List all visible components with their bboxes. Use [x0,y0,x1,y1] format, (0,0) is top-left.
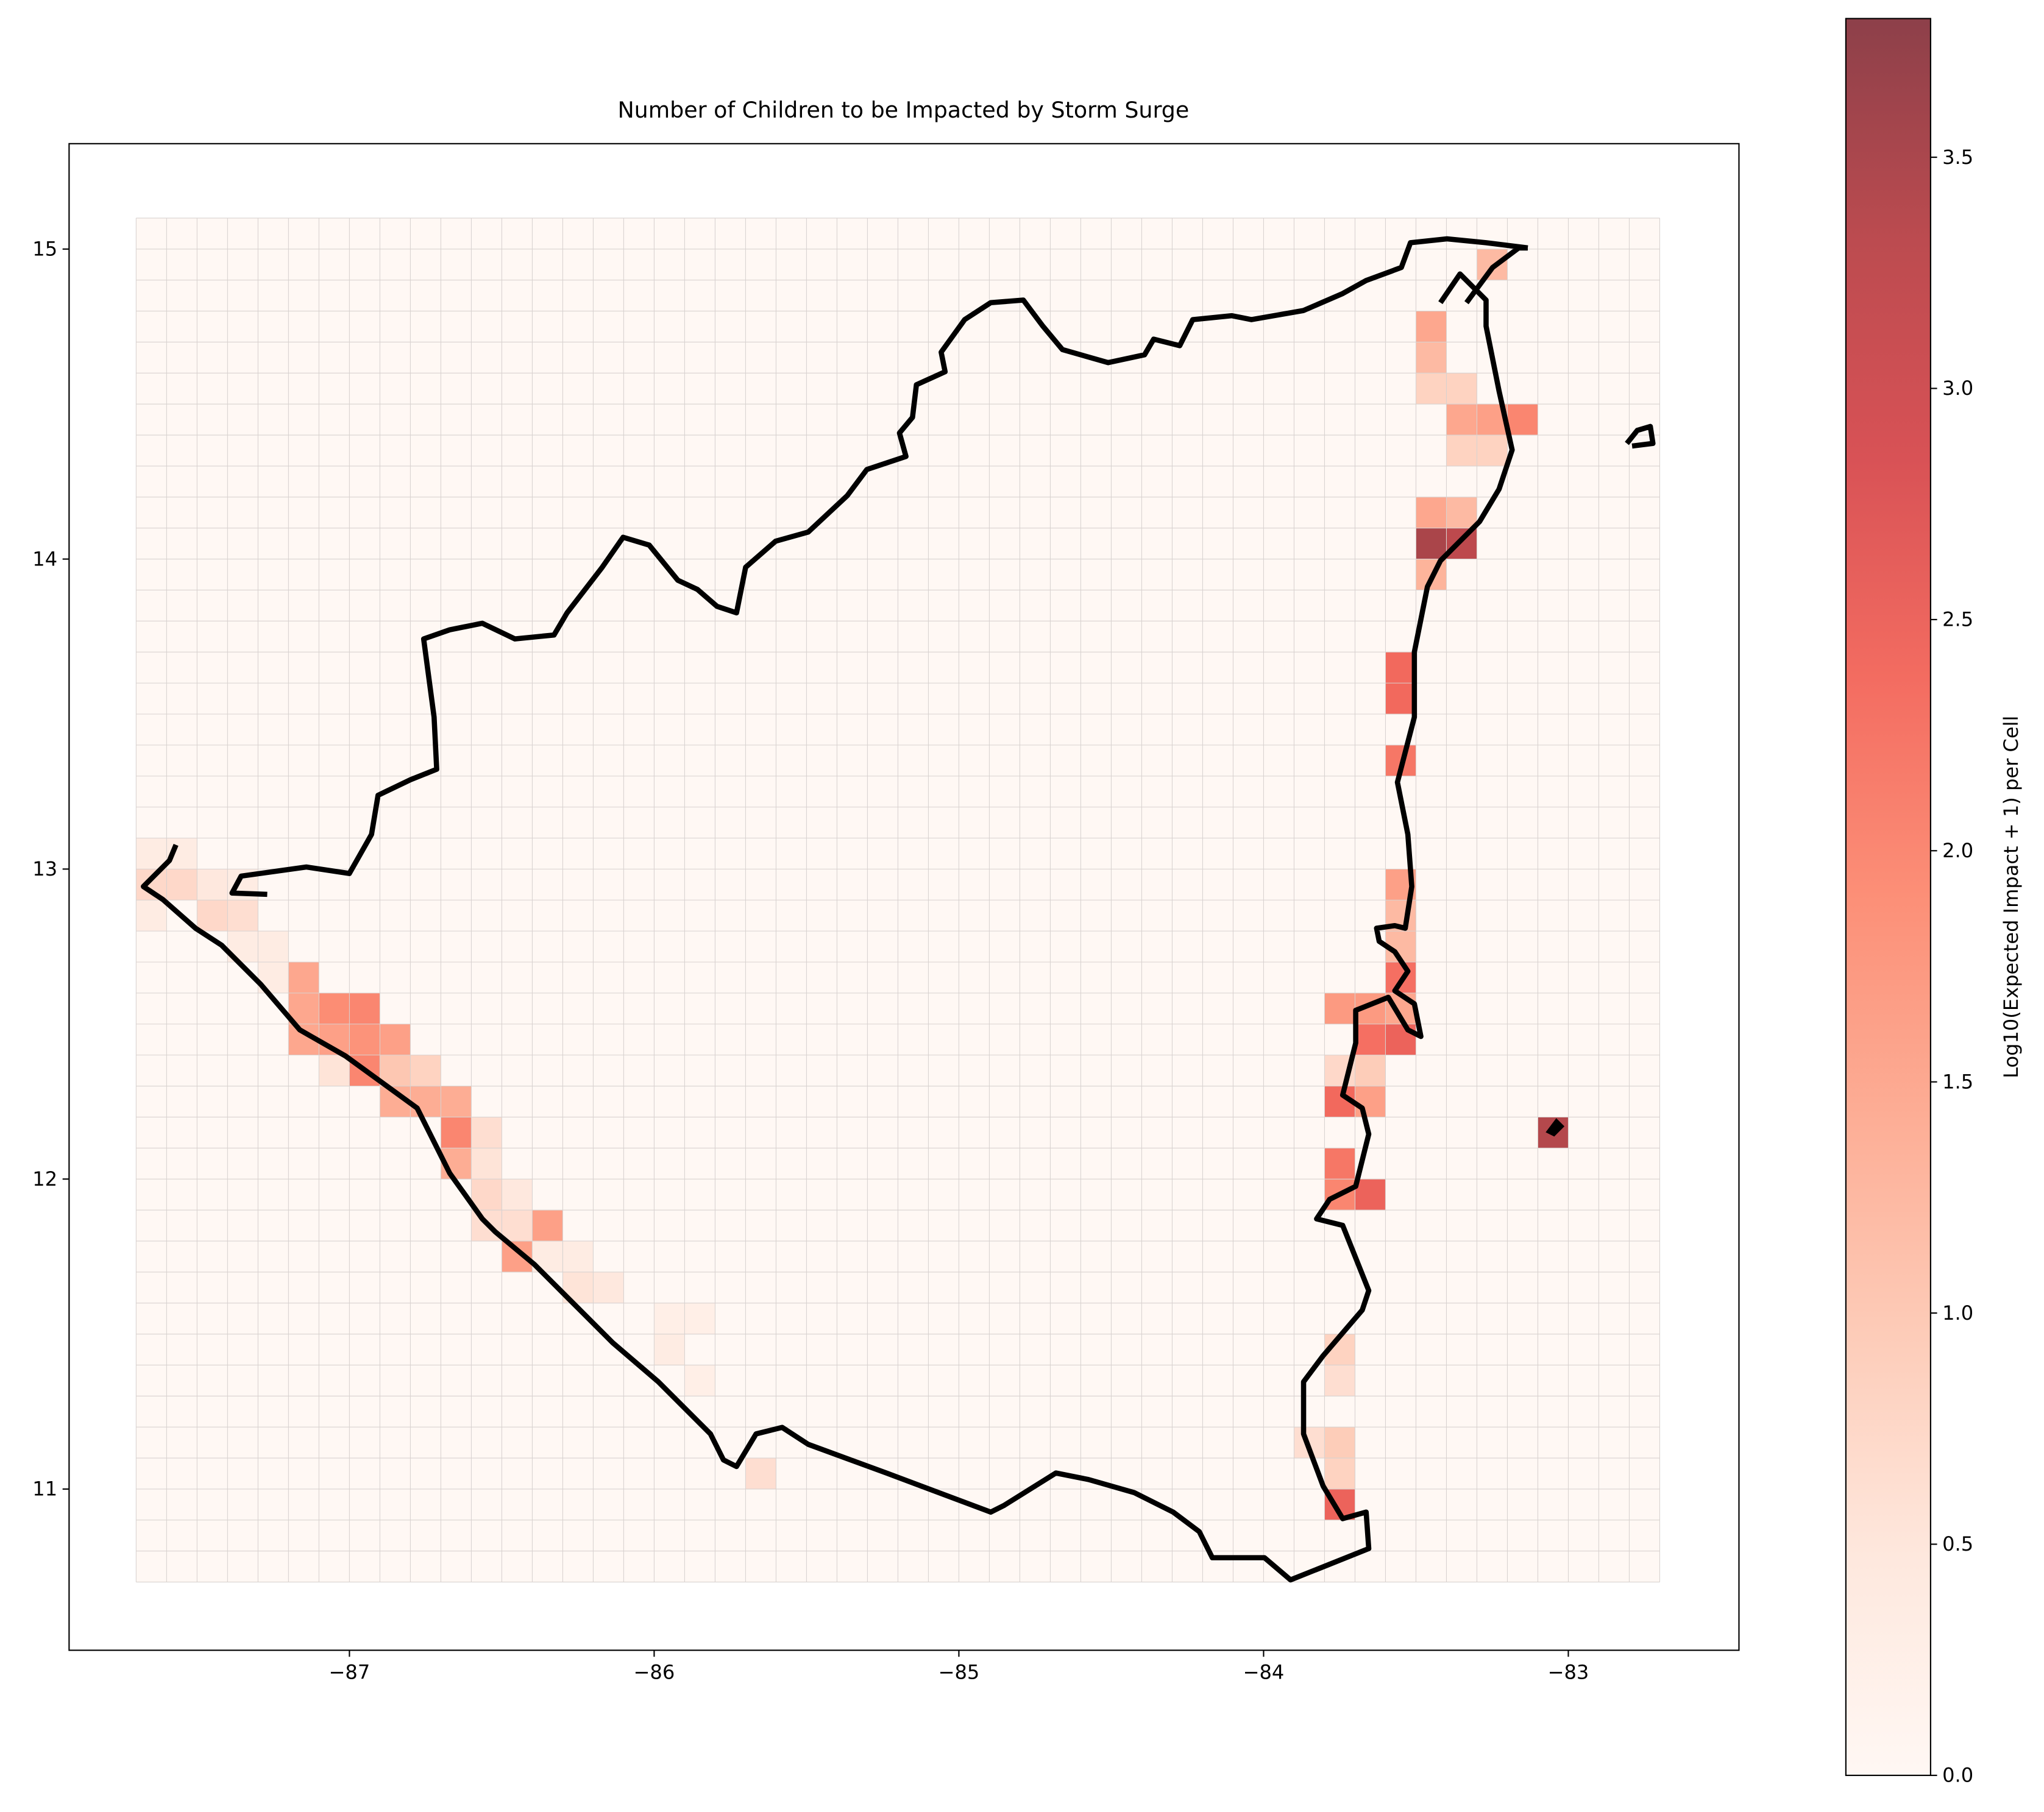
heatmap-cell [684,1365,715,1396]
heatmap-cell [1324,1365,1355,1396]
heatmap-cell [745,1458,776,1489]
colorbar-tick-label: 3.0 [1942,377,1973,400]
x-tick-label: −85 [939,1661,980,1684]
heatmap-cell [1446,404,1477,436]
heatmap-cell [197,869,228,901]
x-tick-label: −87 [329,1661,371,1684]
heatmap-cell [1446,497,1477,528]
heatmap-cell [410,1055,441,1086]
heatmap-cell [166,869,197,901]
heatmap-cell [1416,528,1447,559]
heatmap-cell [1324,1427,1355,1459]
heatmap-cell [502,1179,533,1211]
y-tick-label: 14 [32,547,57,570]
heatmap-cell [593,1272,624,1303]
colorbar-label: Log10(Expected Impact + 1) per Cell [2000,716,2023,1078]
heatmap-cell [319,1055,350,1086]
heatmap-cell [1324,1148,1355,1180]
colorbar-tick-label: 0.0 [1942,1764,1973,1787]
heatmap-cell [1416,342,1447,373]
heatmap-cell [197,900,228,932]
heatmap-cell [1324,993,1355,1024]
heatmap-cell [471,1117,502,1148]
heatmap-cell [1416,311,1447,342]
heatmap-cell [654,1303,685,1334]
heatmap-cell [136,838,167,869]
heatmap-cell [349,1024,380,1055]
colorbar-tick-label: 1.0 [1942,1301,1973,1325]
heatmap-cell [562,1240,594,1272]
heatmap-cell [1355,1179,1386,1211]
heatmap-cell [471,1148,502,1180]
heatmap-cell [1355,1055,1386,1086]
heatmap-cell [258,931,289,963]
heatmap-cell [532,1210,563,1241]
axes: −87 −86 −85 −84 −83 11 12 13 14 15 [32,237,1589,1683]
y-tick-label: 12 [32,1167,57,1191]
heatmap-cell [1446,435,1477,466]
heatmap-cell [502,1210,533,1241]
heatmap-cell [227,900,258,932]
heatmap-cell [136,900,167,932]
x-tick-label: −83 [1548,1661,1589,1684]
colorbar-tick-label: 3.5 [1942,146,1973,169]
heatmap-cell [654,1334,685,1365]
heatmap-cell [1416,497,1447,528]
heatmap-cell [288,962,319,993]
heatmap-cell [1385,652,1416,684]
heatmap-cell [1416,373,1447,405]
heatmap-cell [441,1117,472,1148]
heatmap-cell [1324,1458,1355,1489]
heatmap-cell [136,869,167,901]
heatmap-cell [1446,528,1477,559]
heatmap-cell [471,1179,502,1211]
x-tick-label: −84 [1243,1661,1285,1684]
colorbar [1845,18,1931,1776]
heatmap-cell [319,993,350,1024]
heatmap-cell [380,1055,411,1086]
heatmap-cell [1446,373,1477,405]
colorbar-tick-label: 0.5 [1942,1532,1973,1555]
y-tick-label: 11 [32,1478,57,1501]
heatmap-cell [1355,1024,1386,1055]
heatmap-cell [441,1086,472,1117]
coastline [141,236,1656,1583]
colorbar-tick-label: 2.5 [1942,608,1973,631]
heatmap-cell [410,1086,441,1117]
chart-title: Number of Children to be Impacted by Sto… [617,97,1189,123]
colorbar-tick-label: 2.0 [1942,839,1973,862]
heatmap-cell [1507,404,1538,436]
y-tick-label: 15 [32,237,57,260]
x-tick-label: −86 [634,1661,675,1684]
heatmap-cell [1355,1086,1386,1117]
heatmap-cell [1385,683,1416,714]
heatmap-cell [1385,1024,1416,1055]
plot-frame [68,143,1740,1651]
island [1545,1118,1565,1137]
y-tick-label: 13 [32,857,57,880]
heatmap-cell [380,1024,411,1055]
heatmap-cell [349,993,380,1024]
heatmap-cell [684,1303,715,1334]
heatmap-cell [1477,435,1508,466]
colorbar-tick-label: 1.5 [1942,1070,1973,1093]
